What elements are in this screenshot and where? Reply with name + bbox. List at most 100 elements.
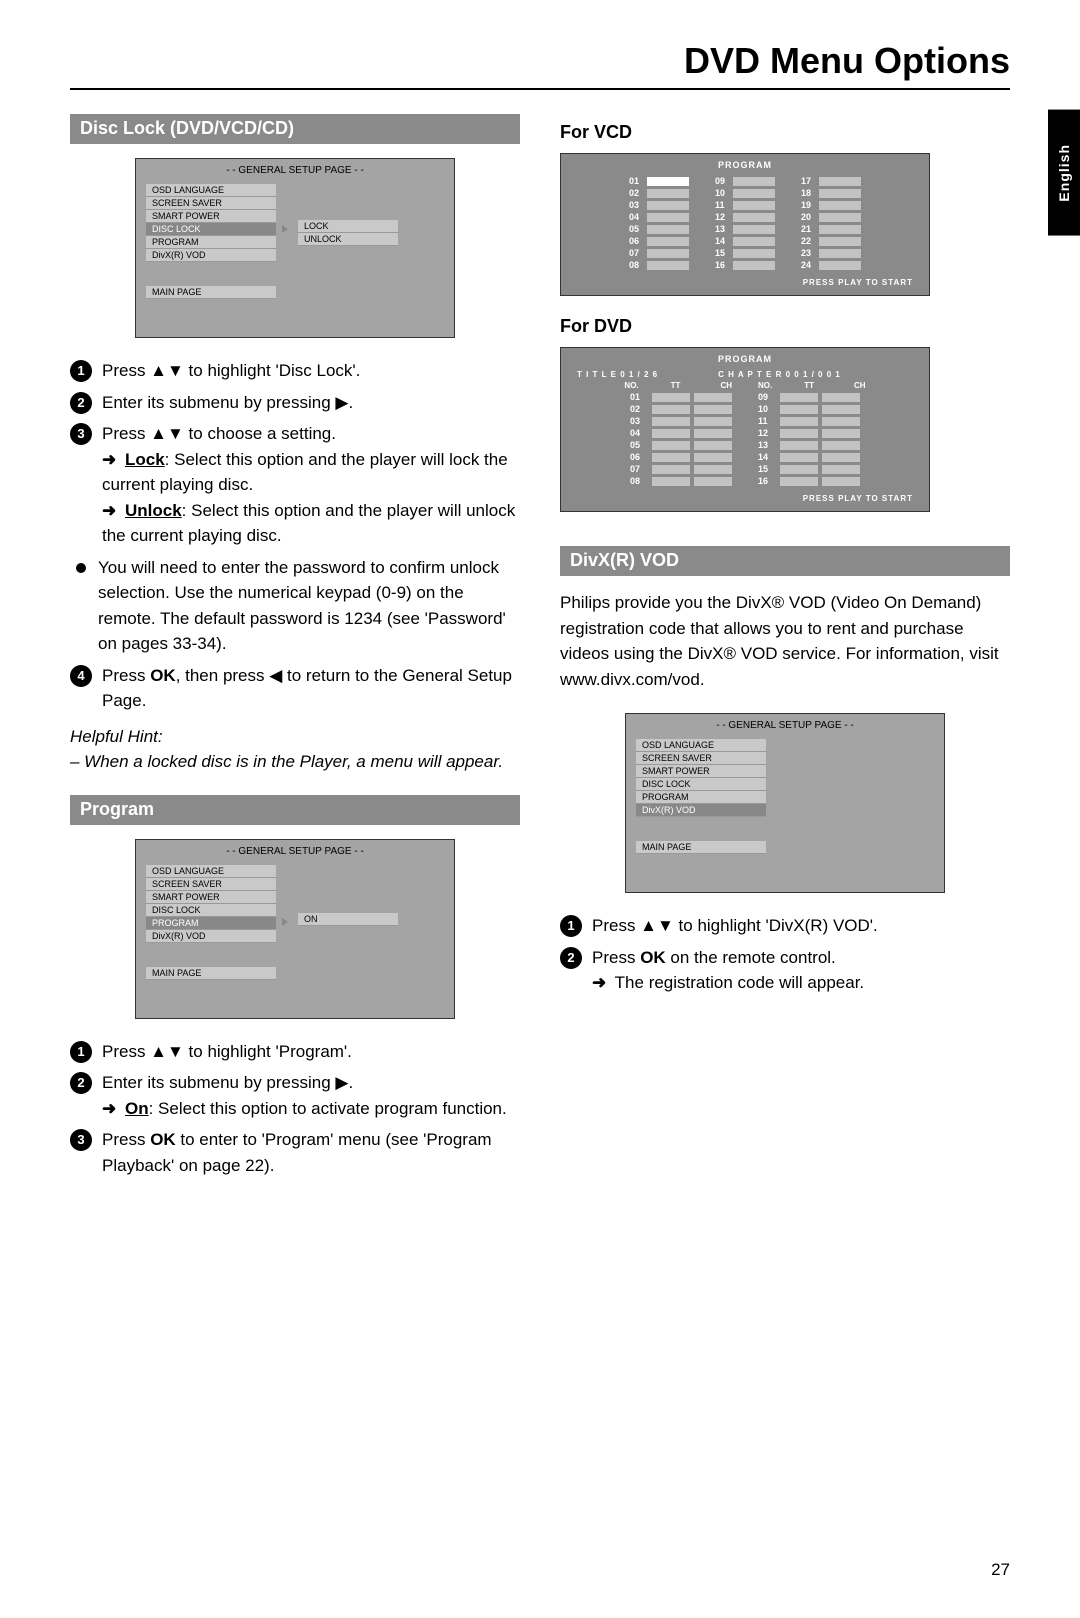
program-slot: 12 — [758, 428, 860, 438]
dvd-program-box: PROGRAM T I T L E 0 1 / 2 6 C H A P T E … — [560, 347, 930, 512]
section-divx: DivX(R) VOD — [560, 546, 1010, 576]
text: Press — [102, 1130, 150, 1149]
program-slot: 02 — [629, 188, 689, 198]
col-ch: CH — [720, 381, 732, 390]
program-slot: 03 — [630, 416, 732, 426]
step-text: Press ▲▼ to highlight 'Disc Lock'. — [102, 358, 520, 384]
step-text: Press ▲▼ to highlight 'Program'. — [102, 1039, 520, 1065]
section-disc-lock: Disc Lock (DVD/VCD/CD) — [70, 114, 520, 144]
program-slot: 14 — [715, 236, 775, 246]
dvd-chapter-info: C H A P T E R 0 0 1 / 0 0 1 — [718, 370, 841, 379]
step-2: 2 Enter its submenu by pressing ▶. ➜ On:… — [70, 1070, 520, 1121]
setup-main-page: MAIN PAGE — [146, 286, 276, 299]
vcd-program-box: PROGRAM 01020304050607080910111213141516… — [560, 153, 930, 296]
program-slot: 07 — [630, 464, 732, 474]
step-text: Press ▲▼ to choose a setting. — [102, 424, 336, 443]
setup-item: DISC LOCK — [146, 223, 276, 236]
step-text: Press ▲▼ to highlight 'DivX(R) VOD'. — [592, 913, 1010, 939]
program-slot: 06 — [629, 236, 689, 246]
program-slot: 10 — [758, 404, 860, 414]
ok-label: OK — [640, 948, 666, 967]
text: on the remote control. — [666, 948, 836, 967]
col-tt: TT — [804, 381, 814, 390]
step-4: 4 Press OK, then press ◀ to return to th… — [70, 663, 520, 714]
program-foot: PRESS PLAY TO START — [567, 278, 923, 287]
for-dvd-head: For DVD — [560, 316, 1010, 337]
hint-text: – When a locked disc is in the Player, a… — [70, 752, 503, 771]
page-title: DVD Menu Options — [70, 40, 1010, 82]
program-slot: 09 — [758, 392, 860, 402]
program-slot: 07 — [629, 248, 689, 258]
setup-disc-lock: - - GENERAL SETUP PAGE - - OSD LANGUAGES… — [135, 158, 455, 338]
ok-label: OK — [150, 1130, 176, 1149]
program-slot: 15 — [758, 464, 860, 474]
program-slot: 15 — [715, 248, 775, 258]
program-slot: 01 — [629, 176, 689, 186]
program-slot: 08 — [630, 476, 732, 486]
setup-sub-item: UNLOCK — [298, 233, 398, 246]
step-text: Enter its submenu by pressing ▶. — [102, 390, 520, 416]
program-slot: 14 — [758, 452, 860, 462]
right-column: For VCD PROGRAM 01 02 03 04 05 06 07 08 09 10 11 12… — [560, 114, 1010, 1184]
step-1: 1Press ▲▼ to highlight 'Program'. — [70, 1039, 520, 1065]
hint-label: Helpful Hint: — [70, 727, 163, 746]
program-slot: 08 — [629, 260, 689, 270]
ok-label: OK — [150, 666, 176, 685]
program-slot: 12 — [715, 212, 775, 222]
program-slot: 20 — [801, 212, 861, 222]
setup-program: - - GENERAL SETUP PAGE - - OSD LANGUAGES… — [135, 839, 455, 1019]
setup-item: SCREEN SAVER — [146, 878, 276, 891]
setup-sub-item: ON — [298, 913, 398, 926]
bullet-text: You will need to enter the password to c… — [98, 555, 520, 657]
step-1: 1Press ▲▼ to highlight 'DivX(R) VOD'. — [560, 913, 1010, 939]
setup-title: - - GENERAL SETUP PAGE - - — [626, 714, 944, 739]
dvd-title-info: T I T L E 0 1 / 2 6 — [577, 370, 658, 379]
setup-item: PROGRAM — [636, 791, 766, 804]
program-slot: 05 — [630, 440, 732, 450]
setup-item: SCREEN SAVER — [146, 197, 276, 210]
setup-sub-item: LOCK — [298, 220, 398, 233]
text: Press — [102, 666, 150, 685]
setup-item: DISC LOCK — [636, 778, 766, 791]
program-slot: 09 — [715, 176, 775, 186]
setup-item: OSD LANGUAGE — [146, 865, 276, 878]
step-3: 3 Press OK to enter to 'Program' menu (s… — [70, 1127, 520, 1178]
setup-item: DivX(R) VOD — [636, 804, 766, 817]
program-slot: 18 — [801, 188, 861, 198]
language-tab: English — [1048, 110, 1080, 236]
setup-item: SMART POWER — [146, 210, 276, 223]
program-slot: 21 — [801, 224, 861, 234]
label-on: On — [125, 1099, 149, 1118]
text: The registration code will appear. — [615, 973, 864, 992]
setup-item: DivX(R) VOD — [146, 930, 276, 943]
section-program: Program — [70, 795, 520, 825]
program-slot: 05 — [629, 224, 689, 234]
program-slot: 10 — [715, 188, 775, 198]
label-lock: Lock — [125, 450, 165, 469]
program-slot: 06 — [630, 452, 732, 462]
for-vcd-head: For VCD — [560, 122, 1010, 143]
col-ch: CH — [854, 381, 866, 390]
step-2: 2 Press OK on the remote control. ➜ The … — [560, 945, 1010, 996]
program-slot: 22 — [801, 236, 861, 246]
program-slot: 11 — [715, 200, 775, 210]
step-2: 2Enter its submenu by pressing ▶. — [70, 390, 520, 416]
setup-item: SMART POWER — [146, 891, 276, 904]
left-column: Disc Lock (DVD/VCD/CD) - - GENERAL SETUP… — [70, 114, 520, 1184]
setup-item: PROGRAM — [146, 917, 276, 930]
program-slot: 04 — [630, 428, 732, 438]
program-slot: 23 — [801, 248, 861, 258]
text: Press — [592, 948, 640, 967]
program-slot: 03 — [629, 200, 689, 210]
program-slot: 11 — [758, 416, 860, 426]
setup-item: SMART POWER — [636, 765, 766, 778]
text: : Select this option to activate program… — [149, 1099, 507, 1118]
step-text: Enter its submenu by pressing ▶. — [102, 1073, 353, 1092]
setup-title: - - GENERAL SETUP PAGE - - — [136, 159, 454, 184]
setup-divx: - - GENERAL SETUP PAGE - - OSD LANGUAGES… — [625, 713, 945, 893]
col-tt: TT — [671, 381, 681, 390]
setup-item: DISC LOCK — [146, 904, 276, 917]
setup-title: - - GENERAL SETUP PAGE - - — [136, 840, 454, 865]
divx-intro: Philips provide you the DivX® VOD (Video… — [560, 590, 1010, 692]
setup-item: DivX(R) VOD — [146, 249, 276, 262]
